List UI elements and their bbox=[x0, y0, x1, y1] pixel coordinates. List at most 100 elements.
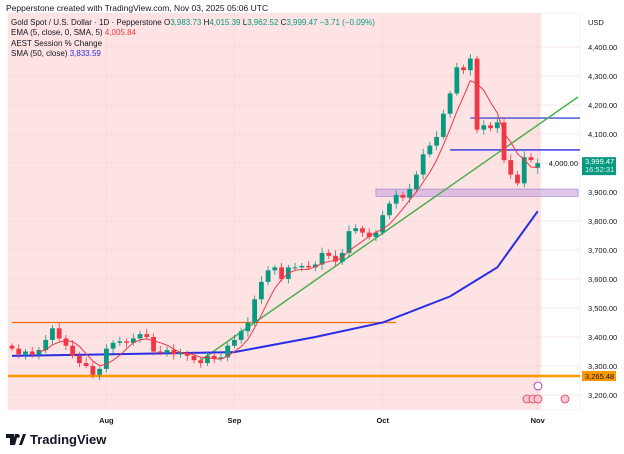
candle-body bbox=[333, 255, 338, 262]
candle bbox=[205, 351, 210, 366]
y-tick-label: 3,200.00 bbox=[588, 391, 617, 400]
candle-body bbox=[366, 232, 372, 237]
candle-body bbox=[218, 357, 224, 359]
last-price-label: 3,999.47 bbox=[585, 157, 614, 166]
candle bbox=[535, 158, 541, 174]
candle bbox=[238, 327, 244, 344]
candle-body bbox=[97, 368, 103, 375]
candle-body bbox=[306, 265, 311, 268]
candle bbox=[211, 352, 217, 364]
candle-body bbox=[353, 228, 359, 232]
currency-label: USD bbox=[588, 18, 604, 27]
candle bbox=[481, 120, 487, 135]
candle-body bbox=[319, 252, 325, 265]
candle-body bbox=[110, 342, 116, 349]
candle bbox=[184, 350, 190, 361]
candle bbox=[178, 348, 183, 358]
candle bbox=[494, 117, 500, 133]
candle-body bbox=[454, 67, 460, 94]
candle bbox=[130, 333, 136, 346]
candle-body bbox=[414, 174, 419, 190]
candle-body bbox=[299, 265, 305, 268]
candle bbox=[474, 55, 480, 134]
candle-body bbox=[252, 299, 258, 323]
candle-body bbox=[380, 215, 386, 233]
high-value: 4,015.39 bbox=[209, 18, 241, 27]
candle bbox=[218, 352, 224, 362]
support-zone bbox=[375, 188, 579, 197]
candle-body bbox=[360, 228, 365, 233]
candle bbox=[508, 154, 514, 179]
candle-body bbox=[36, 350, 42, 355]
candle bbox=[326, 249, 332, 260]
tradingview-logo-icon bbox=[6, 434, 26, 445]
candle bbox=[434, 131, 440, 150]
candle bbox=[63, 334, 69, 351]
chart-credit: Pepperstone created with TradingView.com… bbox=[6, 3, 269, 13]
candle bbox=[319, 247, 325, 270]
candle-body bbox=[393, 194, 399, 204]
candle bbox=[252, 295, 258, 326]
candle bbox=[117, 336, 123, 346]
candle bbox=[306, 261, 311, 270]
candle-body bbox=[427, 145, 433, 155]
candle-body bbox=[488, 125, 493, 129]
candle bbox=[103, 344, 109, 373]
y-tick-label: 3,700.00 bbox=[588, 246, 617, 255]
candle-body bbox=[151, 337, 156, 352]
trendline bbox=[200, 96, 579, 361]
candle bbox=[151, 333, 156, 356]
candle bbox=[124, 338, 129, 348]
candle-body bbox=[467, 58, 473, 71]
candle bbox=[360, 225, 365, 237]
candle-body bbox=[326, 252, 332, 256]
candle bbox=[420, 148, 426, 180]
support-price-label: 3,265.48 bbox=[585, 372, 614, 381]
candle-body bbox=[124, 341, 129, 343]
y-tick-label: 3,600.00 bbox=[588, 275, 617, 284]
candle bbox=[77, 352, 82, 368]
symbol-title[interactable]: Gold Spot / U.S. Dollar · 1D · Peppersto… bbox=[11, 18, 162, 27]
candle-body bbox=[178, 352, 183, 355]
candle-body bbox=[23, 351, 28, 355]
candle bbox=[56, 323, 62, 342]
indicator-sma[interactable]: SMA (50, close) 3,833.59 bbox=[11, 49, 375, 59]
low-value: 3,962.52 bbox=[247, 18, 279, 27]
last-price-badge bbox=[582, 157, 616, 176]
indicator-session[interactable]: AEST Session % Change bbox=[11, 39, 375, 49]
candle-body bbox=[238, 331, 244, 340]
candle bbox=[461, 64, 466, 74]
candle-body bbox=[312, 264, 318, 268]
candle bbox=[265, 266, 271, 286]
candle-body bbox=[205, 355, 210, 364]
candle-body bbox=[373, 232, 379, 237]
candle-body bbox=[184, 352, 190, 356]
candle bbox=[157, 345, 163, 356]
candle bbox=[245, 316, 251, 337]
candle-body bbox=[265, 270, 271, 282]
candle-body bbox=[521, 157, 527, 184]
indicator-ema[interactable]: EMA (5, close, 0, SMA, 5) 4,005.84 bbox=[11, 28, 375, 38]
candle bbox=[440, 109, 446, 140]
candle-body bbox=[535, 163, 541, 168]
high-label: H bbox=[203, 18, 210, 27]
candle-body bbox=[90, 366, 96, 375]
candle-body bbox=[43, 339, 49, 351]
low-label: L bbox=[242, 18, 248, 27]
candle-body bbox=[400, 194, 406, 198]
y-tick-label: 4,400.00 bbox=[588, 43, 617, 52]
close-value: 3,999.47 bbox=[286, 18, 318, 27]
candle bbox=[144, 328, 150, 340]
candle-body bbox=[77, 355, 82, 364]
candle-body bbox=[461, 67, 466, 71]
y-tick-label: 3,900.00 bbox=[588, 188, 617, 197]
candle bbox=[90, 361, 96, 379]
candle bbox=[198, 357, 204, 368]
candle-body bbox=[474, 58, 480, 130]
candle bbox=[333, 250, 338, 267]
candle-body bbox=[515, 174, 520, 184]
support-price-badge bbox=[582, 371, 616, 382]
candle bbox=[272, 265, 278, 275]
candle-body bbox=[117, 341, 123, 343]
